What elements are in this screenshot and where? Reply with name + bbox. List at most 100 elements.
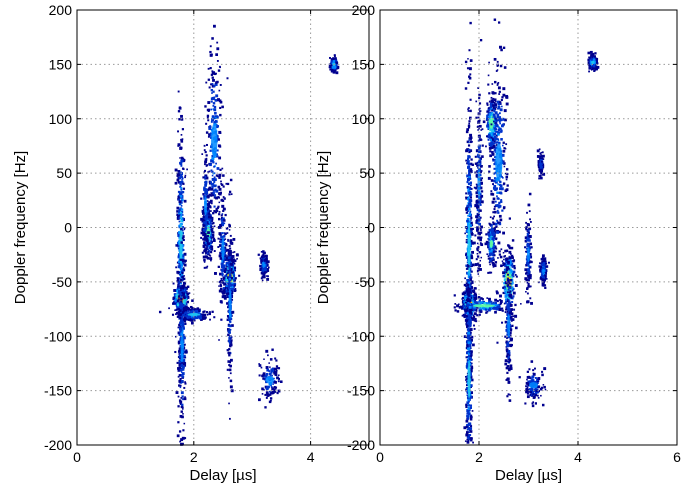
right-heatmap-cell [493, 18, 497, 21]
right-heatmap-cell [469, 345, 472, 348]
right-heatmap-cell [496, 299, 499, 303]
left-heatmap-cell [182, 259, 185, 262]
left-heatmap-cell [225, 257, 229, 260]
right-heatmap-cell [491, 151, 494, 154]
right-heatmap-cell [491, 217, 495, 220]
left-x-axis-label: Delay [µs] [190, 467, 257, 484]
left-heatmap-cell [182, 267, 185, 269]
left-heatmap-cell [212, 192, 215, 195]
left-heatmap-cell [223, 282, 227, 286]
left-heatmap-cell [219, 168, 222, 171]
right-heatmap-cell [492, 222, 496, 226]
right-heatmap-cell [469, 325, 472, 328]
left-heatmap-cell [176, 304, 180, 308]
left-heatmap-cell [222, 209, 225, 213]
left-heatmap-cell [211, 185, 214, 188]
left-heatmap-cell [212, 212, 215, 215]
right-heatmap-cell [479, 259, 482, 262]
left-heatmap-cell [329, 56, 331, 59]
left-heatmap-cell [209, 310, 211, 313]
left-heatmap-cell [213, 250, 216, 253]
left-heatmap-cell [222, 276, 226, 280]
left-heatmap-cell [229, 260, 232, 263]
right-heatmap-cell [471, 286, 473, 288]
right-heatmap-cell [464, 301, 467, 304]
right-heatmap-cell [495, 180, 498, 184]
left-heatmap-cell [224, 286, 227, 289]
left-heatmap-cell [228, 282, 231, 285]
right-heatmap-cell [470, 305, 473, 308]
left-heatmap-cell [211, 177, 215, 181]
left-heatmap-cell [208, 127, 212, 130]
right-heatmap-cell [474, 296, 478, 300]
left-heatmap-cell [234, 288, 237, 290]
left-heatmap-cell [219, 240, 223, 244]
left-heatmap-cell [215, 72, 217, 75]
right-heatmap-cell [502, 93, 506, 97]
left-heatmap-cell [182, 355, 185, 359]
right-heatmap-cell [464, 312, 467, 315]
left-heatmap-cell [204, 232, 207, 236]
right-heatmap-cell [491, 153, 495, 156]
left-heatmap-cell [229, 379, 233, 383]
left-heatmap-cell [174, 181, 178, 185]
left-heatmap-cell [272, 392, 275, 394]
left-heatmap-cell [201, 315, 204, 318]
left-heatmap-cell [181, 279, 184, 282]
right-heatmap-cell [462, 314, 465, 317]
right-heatmap-cell [473, 305, 476, 309]
left-heatmap-cell [178, 353, 181, 355]
right-heatmap-cell [468, 49, 471, 52]
left-heatmap-cell [227, 255, 230, 258]
right-heatmap-cell [491, 257, 494, 261]
right-heatmap-cell [489, 154, 493, 158]
left-heatmap-cell [180, 368, 183, 371]
right-heatmap-cell [491, 109, 494, 112]
left-heatmap-cell [267, 387, 269, 390]
left-heatmap-cell [219, 272, 222, 276]
left-heatmap-cell [201, 209, 205, 213]
right-heatmap-cell [466, 303, 469, 307]
left-heatmap-cell [220, 248, 223, 251]
left-heatmap-cell [205, 154, 208, 157]
left-heatmap-cell [220, 285, 222, 287]
right-heatmap-cell [493, 264, 497, 268]
left-heatmap-cell [175, 295, 177, 298]
right-heatmap-cell [488, 257, 491, 260]
left-heatmap-cell [228, 275, 232, 279]
right-heatmap-cell [474, 263, 478, 267]
left-heatmap-cell [208, 312, 212, 316]
right-heatmap-cell [496, 84, 499, 86]
right-heatmap-cell [505, 143, 508, 146]
right-heatmap-cell [466, 417, 470, 420]
right-heatmap-cell [504, 172, 507, 175]
right-heatmap-cell [487, 271, 490, 274]
left-heatmap-cell [221, 167, 224, 170]
right-heatmap-cell [465, 384, 468, 387]
left-heatmap-cell [213, 196, 217, 199]
left-heatmap-cell [207, 250, 209, 253]
left-heatmap-cell [182, 226, 185, 228]
left-heatmap-cell [261, 267, 263, 269]
left-heatmap-cell [226, 248, 230, 252]
left-heatmap-cell [334, 63, 338, 67]
right-heatmap-cell [467, 191, 471, 195]
left-heatmap-cell [271, 387, 274, 390]
left-heatmap-cell [211, 233, 214, 236]
left-heatmap-cell [183, 312, 186, 315]
right-heatmap-cell [511, 239, 515, 242]
left-heatmap-cell [221, 223, 225, 227]
left-heatmap-cell [219, 290, 221, 293]
right-heatmap-cell [512, 291, 516, 295]
right-heatmap-cell [470, 232, 474, 236]
left-heatmap-cell [274, 371, 278, 374]
right-heatmap-cell [486, 135, 489, 138]
left-heatmap-cell [261, 387, 264, 391]
right-heatmap-cell [463, 305, 466, 308]
right-heatmap-cell [498, 307, 502, 311]
right-heatmap-cell [467, 327, 470, 330]
right-heatmap-cell [492, 265, 495, 268]
right-heatmap-cell [488, 237, 491, 240]
left-heatmap-cell [221, 274, 224, 277]
left-heatmap-cell [227, 282, 230, 285]
